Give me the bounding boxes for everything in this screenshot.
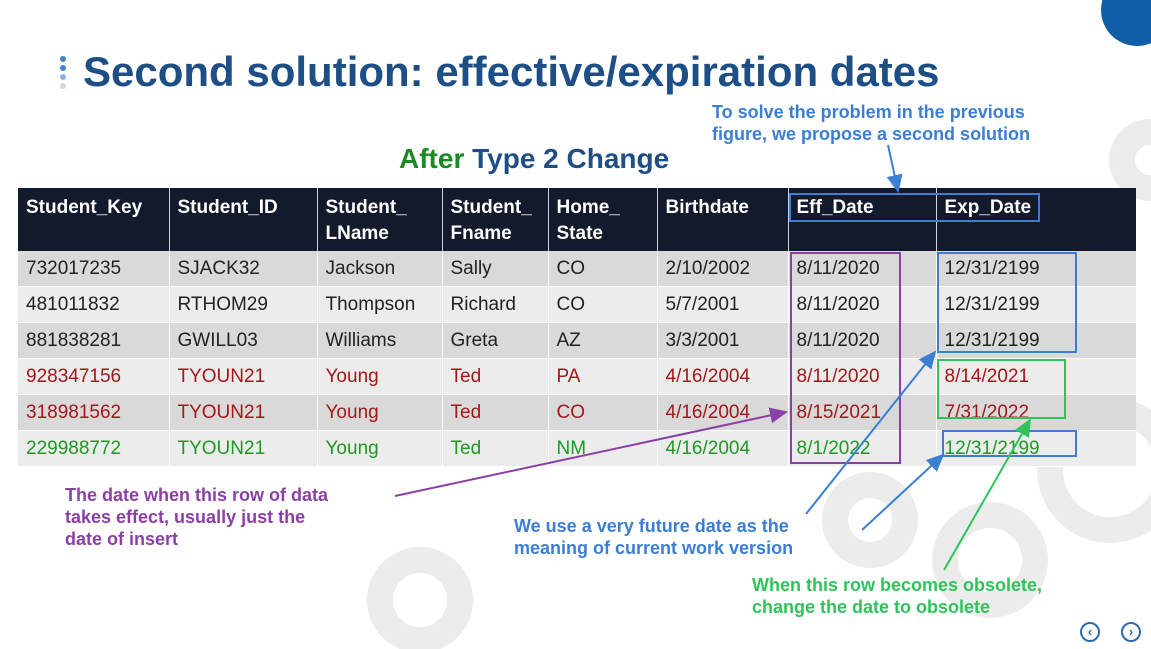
cell: 8/11/2020 <box>788 251 937 287</box>
cell: 5/7/2001 <box>657 286 789 323</box>
cell: CO <box>548 286 658 323</box>
subtitle-rest: Type 2 Change <box>472 143 670 174</box>
cell: 12/31/2199 <box>936 251 1136 287</box>
arrow-to-headers <box>886 144 903 193</box>
header-eff-date: Eff_Date <box>788 188 937 251</box>
note-line: meaning of current work version <box>514 538 794 558</box>
table-row: 481011832 RTHOM29 Thompson Richard CO 5/… <box>18 286 1136 323</box>
cell: 229988772 <box>18 430 170 467</box>
table-subtitle: After Type 2 Change <box>399 143 669 175</box>
cell: CO <box>548 394 658 431</box>
table-row: 732017235 SJACK32 Jackson Sally CO 2/10/… <box>18 251 1136 287</box>
header-exp-date: Exp_Date <box>936 188 1136 251</box>
cell: Greta <box>442 322 549 359</box>
table-header-row: Student_Key Student_ID Student_ LName Stu… <box>18 188 1136 251</box>
subtitle-after: After <box>399 143 465 174</box>
cell: Williams <box>317 322 443 359</box>
cell: NM <box>548 430 658 467</box>
highlight-exp-current <box>937 252 1077 353</box>
cell: Ted <box>442 358 549 395</box>
cell: 12/31/2199 <box>936 286 1136 323</box>
header-student-fname: Student_ Fname <box>442 188 549 251</box>
note-line: We use a very future date as the <box>514 516 789 536</box>
cell: RTHOM29 <box>169 286 318 323</box>
note-effective-date: The date when this row of data takes effe… <box>65 484 328 550</box>
cell: 4/16/2004 <box>657 358 789 395</box>
corner-decoration <box>1101 0 1151 46</box>
cell: Young <box>317 394 443 431</box>
highlight-exp-latest <box>942 430 1077 457</box>
cell: Ted <box>442 394 549 431</box>
cell: SJACK32 <box>169 251 318 287</box>
cell: TYOUN21 <box>169 394 318 431</box>
cell: Thompson <box>317 286 443 323</box>
header-home-state: Home_ State <box>548 188 658 251</box>
cell: 8/11/2020 <box>788 286 937 323</box>
note-future-date: We use a very future date as the meaning … <box>514 515 793 559</box>
cell: 318981562 <box>18 394 170 431</box>
note-line: The date when this row of data <box>65 485 329 505</box>
cell: Young <box>317 358 443 395</box>
note-proposal: To solve the problem in the previous figu… <box>712 101 1030 145</box>
table-row: 881838281 GWILL03 Williams Greta AZ 3/3/… <box>18 322 1136 359</box>
note-line: figure, we propose a second solution <box>712 124 1031 144</box>
note-obsolete: When this row becomes obsolete, change th… <box>752 574 1042 618</box>
cell: CO <box>548 251 658 287</box>
cell: 732017235 <box>18 251 170 287</box>
cell: GWILL03 <box>169 322 318 359</box>
cell: 4/16/2004 <box>657 394 789 431</box>
chevron-right-icon[interactable]: › <box>1121 622 1141 642</box>
cell: 881838281 <box>18 322 170 359</box>
cell: Sally <box>442 251 549 287</box>
header-student-id: Student_ID <box>169 188 318 251</box>
cell: 4/16/2004 <box>657 430 789 467</box>
cell: Ted <box>442 430 549 467</box>
chevron-left-icon[interactable]: ‹ <box>1080 622 1100 642</box>
header-student-lname: Student_ LName <box>317 188 443 251</box>
cell: 3/3/2001 <box>657 322 789 359</box>
note-line: To solve the problem in the previous <box>712 102 1025 122</box>
header-student-key: Student_Key <box>18 188 170 251</box>
slide-title: Second solution: effective/expiration da… <box>83 48 940 95</box>
cell: TYOUN21 <box>169 430 318 467</box>
note-line: change the date to obsolete <box>752 597 991 617</box>
cell: Richard <box>442 286 549 323</box>
cell: 481011832 <box>18 286 170 323</box>
highlight-date-headers <box>789 193 1040 222</box>
cell: Young <box>317 430 443 467</box>
cell: PA <box>548 358 658 395</box>
cell: 928347156 <box>18 358 170 395</box>
cell: 2/10/2002 <box>657 251 789 287</box>
cell: Jackson <box>317 251 443 287</box>
cell: 8/14/2021 <box>936 358 1136 395</box>
highlight-exp-obsolete <box>937 359 1066 419</box>
cell: AZ <box>548 322 658 359</box>
highlight-eff-dates <box>790 252 901 464</box>
header-birthdate: Birthdate <box>657 188 789 251</box>
note-line: When this row becomes obsolete, <box>752 575 1043 595</box>
title-bullet-icon <box>60 56 68 92</box>
note-line: takes effect, usually just the <box>65 507 306 527</box>
cell: TYOUN21 <box>169 358 318 395</box>
note-line: date of insert <box>65 529 179 549</box>
